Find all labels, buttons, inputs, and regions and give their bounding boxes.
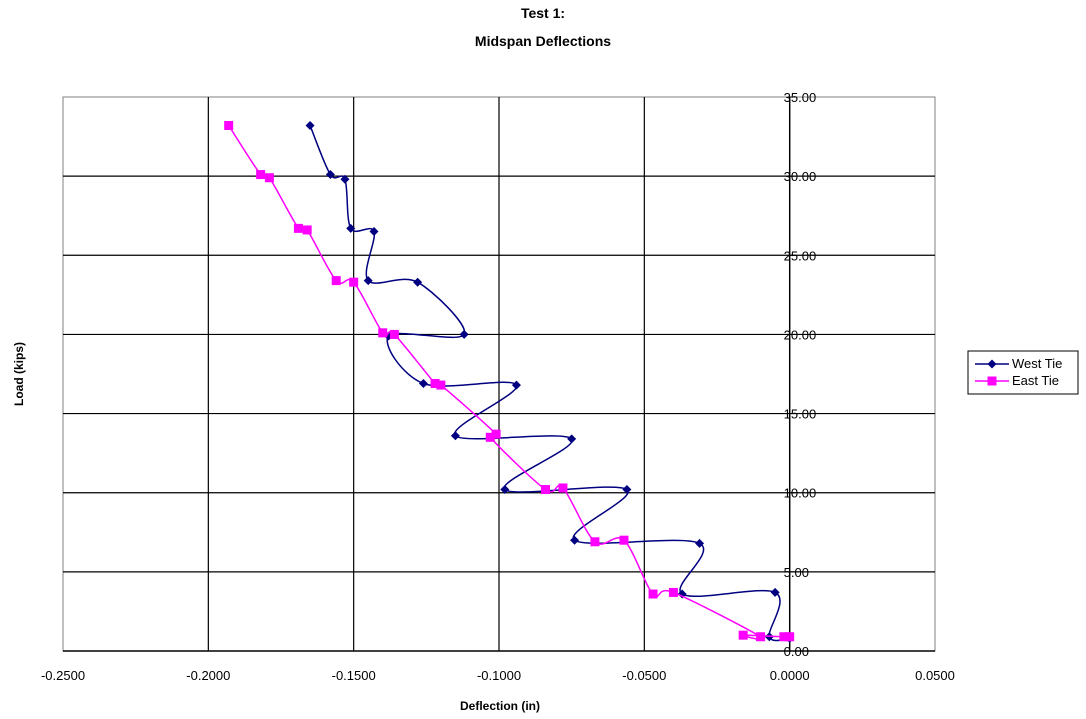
chart-title-line-1: Test 1:	[521, 5, 565, 21]
data-point-west-tie-6	[413, 277, 423, 287]
series-group	[224, 120, 795, 643]
data-point-east-tie-7	[378, 328, 388, 338]
x-tick-label-1: -0.2000	[186, 668, 230, 683]
data-point-west-tie-17	[677, 589, 687, 599]
y-tick-label-6: 30.00	[784, 169, 817, 184]
data-point-west-tie-3	[346, 223, 356, 233]
data-point-east-tie-16	[619, 535, 629, 545]
legend-marker-east-tie	[987, 376, 997, 386]
x-tick-label-3: -0.1000	[477, 668, 521, 683]
data-point-east-tie-17	[648, 589, 658, 599]
y-tick-label-5: 25.00	[784, 248, 817, 263]
data-point-west-tie-0	[305, 120, 315, 130]
data-point-west-tie-13	[500, 485, 510, 495]
chart-title-line-2: Midspan Deflections	[475, 33, 611, 49]
data-point-west-tie-5	[363, 276, 373, 286]
y-tick-label-2: 10.00	[784, 486, 817, 501]
data-point-east-tie-6	[349, 277, 359, 287]
data-point-east-tie-2	[264, 173, 274, 183]
legend-box	[967, 350, 1079, 395]
data-point-east-tie-14	[558, 483, 568, 493]
legend-marker-west-tie	[987, 359, 997, 369]
data-point-east-tie-8	[389, 329, 399, 339]
data-point-west-tie-14	[622, 485, 632, 495]
data-point-east-tie-18	[668, 587, 678, 597]
data-point-west-tie-18	[770, 587, 780, 597]
data-point-west-tie-10	[511, 380, 521, 390]
data-point-east-tie-13	[541, 485, 551, 495]
data-point-west-tie-12	[567, 434, 577, 444]
data-point-east-tie-4	[302, 225, 312, 235]
x-tick-label-0: -0.2500	[41, 668, 85, 683]
y-tick-label-4: 20.00	[784, 327, 817, 342]
data-point-east-tie-15	[590, 537, 600, 547]
legend-label-west-tie: West Tie	[1012, 356, 1062, 371]
x-tick-label-4: -0.0500	[622, 668, 666, 683]
data-point-west-tie-1	[325, 170, 335, 180]
legend: West Tie East Tie	[967, 350, 1079, 395]
x-tick-label-5: 0.0000	[770, 668, 810, 683]
y-tick-label-0: 0.00	[784, 644, 809, 659]
x-tick-label-2: -0.1500	[332, 668, 376, 683]
data-point-east-tie-3	[293, 223, 303, 233]
y-tick-label-3: 15.00	[784, 407, 817, 422]
data-point-east-tie-9	[430, 378, 440, 388]
data-point-east-tie-1	[256, 170, 266, 180]
data-point-west-tie-15	[570, 535, 580, 545]
tick-labels: -0.2500 -0.2000 -0.1500 -0.1000 -0.0500 0.000…	[41, 90, 955, 683]
data-point-east-tie-20	[738, 630, 748, 640]
x-tick-label-6: 0.0500	[915, 668, 955, 683]
data-point-east-tie-21	[779, 632, 789, 642]
data-point-west-tie-11	[450, 431, 460, 441]
data-point-east-tie-0	[224, 120, 234, 130]
x-axis-title: Deflection (in)	[460, 699, 540, 713]
data-point-east-tie-19	[756, 632, 766, 642]
y-axis-title: Load (kips)	[12, 342, 26, 406]
data-point-west-tie-7	[459, 329, 469, 339]
data-point-west-tie-16	[695, 538, 705, 548]
data-point-west-tie-2	[340, 174, 350, 184]
data-point-west-tie-4	[369, 227, 379, 237]
data-point-east-tie-10	[436, 380, 446, 390]
data-point-east-tie-11	[491, 429, 501, 439]
y-tick-label-7: 35.00	[784, 90, 817, 105]
data-point-east-tie-12	[485, 432, 495, 442]
data-point-east-tie-5	[331, 276, 341, 286]
grid-lines	[63, 96, 935, 652]
data-point-east-tie-22	[785, 632, 795, 642]
y-tick-label-1: 5.00	[784, 565, 809, 580]
legend-label-east-tie: East Tie	[1012, 373, 1059, 388]
data-point-west-tie-9	[418, 378, 428, 388]
